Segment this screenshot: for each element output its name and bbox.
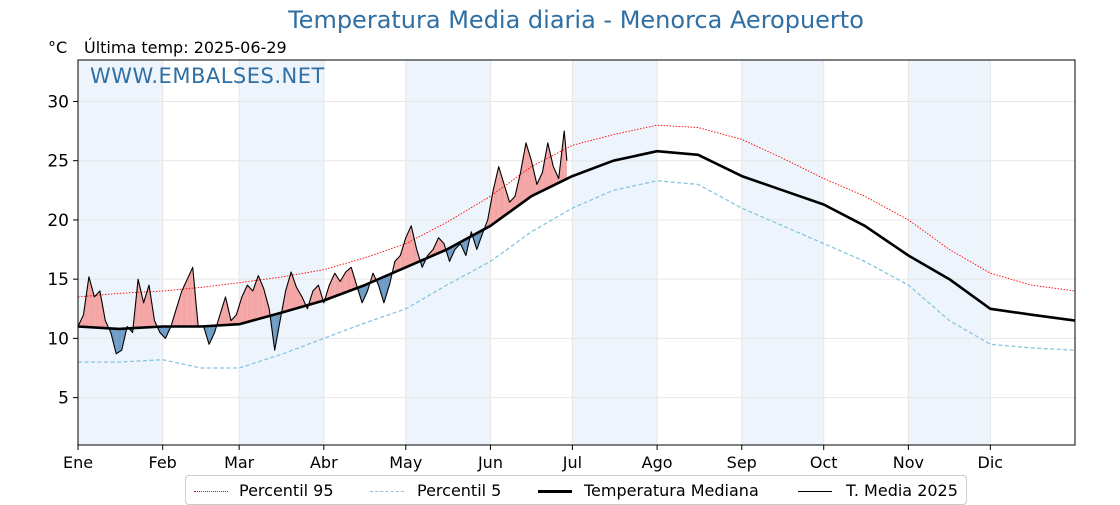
legend-swatch-median <box>538 490 572 493</box>
x-tick-label: Ago <box>642 453 673 472</box>
fill-above-median <box>176 291 181 327</box>
watermark: WWW.EMBALSES.NET <box>90 64 325 88</box>
y-tick-label: 10 <box>47 329 69 349</box>
month-band <box>742 60 824 445</box>
x-tick-label: Ene <box>63 453 93 472</box>
month-band <box>239 60 324 445</box>
y-tick-label: 20 <box>47 211 69 231</box>
month-band <box>572 60 657 445</box>
x-tick-label: Nov <box>893 453 924 472</box>
x-tick-label: Dic <box>978 453 1004 472</box>
legend-label-p5: Percentil 5 <box>417 481 501 500</box>
x-tick-label: Feb <box>149 453 177 472</box>
legend-swatch-current <box>798 491 832 492</box>
chart-legend: Percentil 95 Percentil 5 Temperatura Med… <box>185 475 967 505</box>
y-tick-label: 5 <box>58 389 69 409</box>
x-tick-label: Abr <box>310 453 338 472</box>
x-tick-label: Jun <box>477 453 503 472</box>
legend-label-current: T. Media 2025 <box>846 481 958 500</box>
y-tick-label: 25 <box>47 152 69 172</box>
legend-label-median: Temperatura Mediana <box>584 481 759 500</box>
x-tick-label: Jul <box>562 453 582 472</box>
legend-label-p95: Percentil 95 <box>239 481 334 500</box>
month-band <box>908 60 990 445</box>
fill-above-median <box>548 143 553 188</box>
fill-above-median <box>493 167 498 224</box>
fill-above-median <box>340 272 345 294</box>
x-tick-label: Sep <box>727 453 757 472</box>
x-tick-label: May <box>389 453 422 472</box>
legend-swatch-p95 <box>194 491 228 492</box>
legend-swatch-p5 <box>370 491 404 492</box>
y-tick-label: 15 <box>47 270 69 290</box>
month-band <box>78 60 163 445</box>
fill-above-median <box>329 273 334 298</box>
x-tick-label: Oct <box>810 453 838 472</box>
x-tick-label: Mar <box>224 453 255 472</box>
y-tick-label: 30 <box>47 92 69 112</box>
fill-below-median <box>116 329 121 354</box>
